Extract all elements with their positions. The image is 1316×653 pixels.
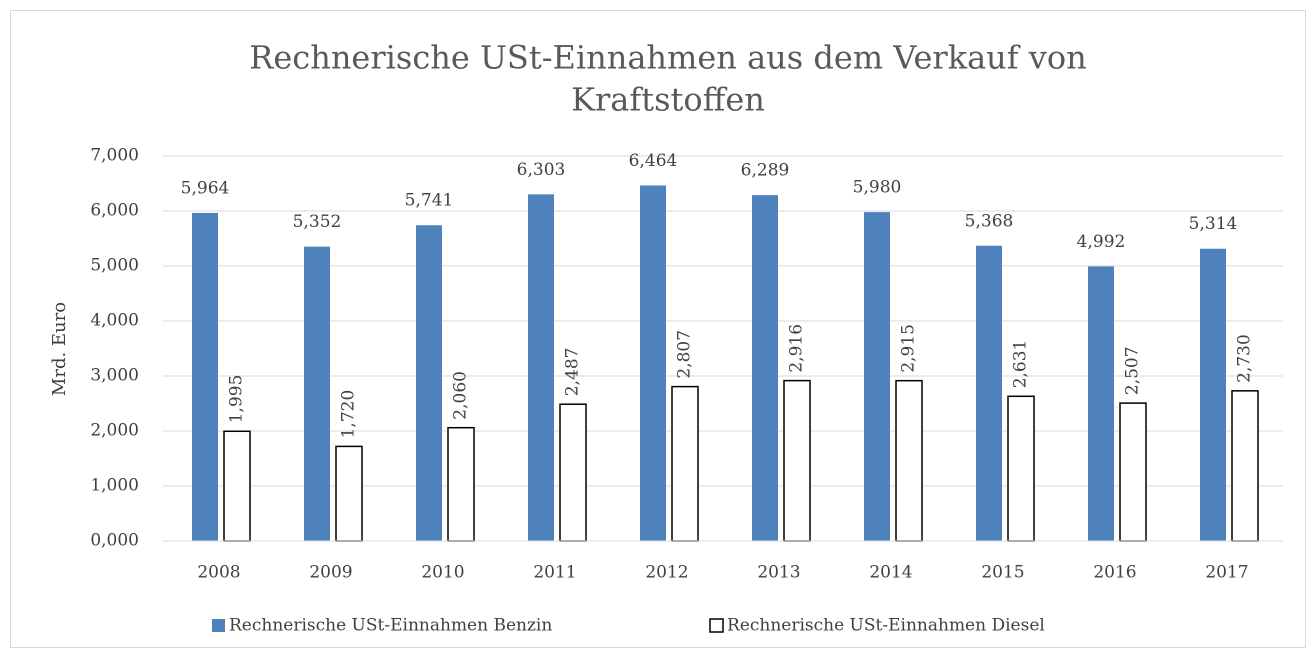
value-label: 6,303 (517, 160, 566, 180)
bar (783, 379, 811, 542)
x-tick-label: 2013 (757, 563, 800, 583)
value-label: 1,995 (227, 375, 247, 424)
value-label: 5,980 (853, 178, 902, 198)
bar (335, 445, 363, 542)
value-label: 2,060 (451, 371, 471, 420)
value-label: 2,487 (563, 348, 583, 397)
y-tick-label: 1,000 (90, 476, 139, 496)
bar (640, 185, 666, 542)
value-label: 2,916 (787, 324, 807, 373)
y-tick-label: 2,000 (90, 421, 139, 441)
bar (1200, 248, 1226, 542)
y-tick-label: 6,000 (90, 201, 139, 221)
y-tick-label: 7,000 (90, 146, 139, 166)
x-tick-label: 2008 (197, 563, 240, 583)
value-label: 2,807 (675, 330, 695, 379)
value-label: 5,964 (181, 178, 230, 198)
value-label: 5,741 (405, 191, 454, 211)
bar (559, 403, 587, 542)
value-label: 6,464 (629, 151, 678, 171)
bar (192, 212, 218, 542)
legend-swatch (212, 619, 225, 632)
y-tick-label: 0,000 (90, 531, 139, 551)
bar (671, 385, 699, 542)
value-label: 6,289 (741, 161, 790, 181)
legend-label: Rechnerische USt-Einnahmen Diesel (727, 616, 1045, 636)
value-label: 5,352 (293, 212, 342, 232)
value-label: 5,314 (1189, 214, 1238, 234)
x-tick-label: 2017 (1205, 563, 1248, 583)
bar (752, 195, 778, 542)
bar (528, 194, 554, 541)
x-tick-label: 2011 (533, 563, 576, 583)
bar (1007, 395, 1035, 542)
y-tick-label: 3,000 (90, 366, 139, 386)
y-tick-label: 5,000 (90, 256, 139, 276)
bar (416, 225, 442, 541)
value-label: 2,507 (1123, 346, 1143, 395)
x-tick-label: 2016 (1093, 563, 1136, 583)
bar (895, 379, 923, 542)
chart-title: Rechnerische USt-Einnahmen aus dem Verka… (249, 39, 1087, 77)
x-tick-label: 2015 (981, 563, 1024, 583)
value-label: 2,730 (1235, 334, 1255, 383)
chart-title: Kraftstoffen (571, 81, 765, 119)
value-label: 5,368 (965, 211, 1014, 231)
value-label: 1,720 (339, 390, 359, 439)
y-axis-label: Mrd. Euro (49, 302, 70, 396)
legend-swatch (709, 618, 724, 633)
value-label: 2,915 (899, 324, 919, 373)
bar (1088, 266, 1114, 541)
bar (864, 212, 890, 541)
bar (1231, 390, 1259, 542)
x-tick-label: 2009 (309, 563, 352, 583)
value-label: 2,631 (1011, 340, 1031, 389)
x-tick-label: 2014 (869, 563, 912, 583)
x-tick-label: 2010 (421, 563, 464, 583)
value-label: 4,992 (1077, 232, 1126, 252)
x-tick-label: 2012 (645, 563, 688, 583)
y-tick-label: 4,000 (90, 311, 139, 331)
legend-label: Rechnerische USt-Einnahmen Benzin (229, 616, 552, 636)
bar (447, 426, 475, 542)
bar (1119, 402, 1147, 542)
bar (976, 245, 1002, 541)
bar (223, 430, 251, 542)
bar (304, 246, 330, 541)
